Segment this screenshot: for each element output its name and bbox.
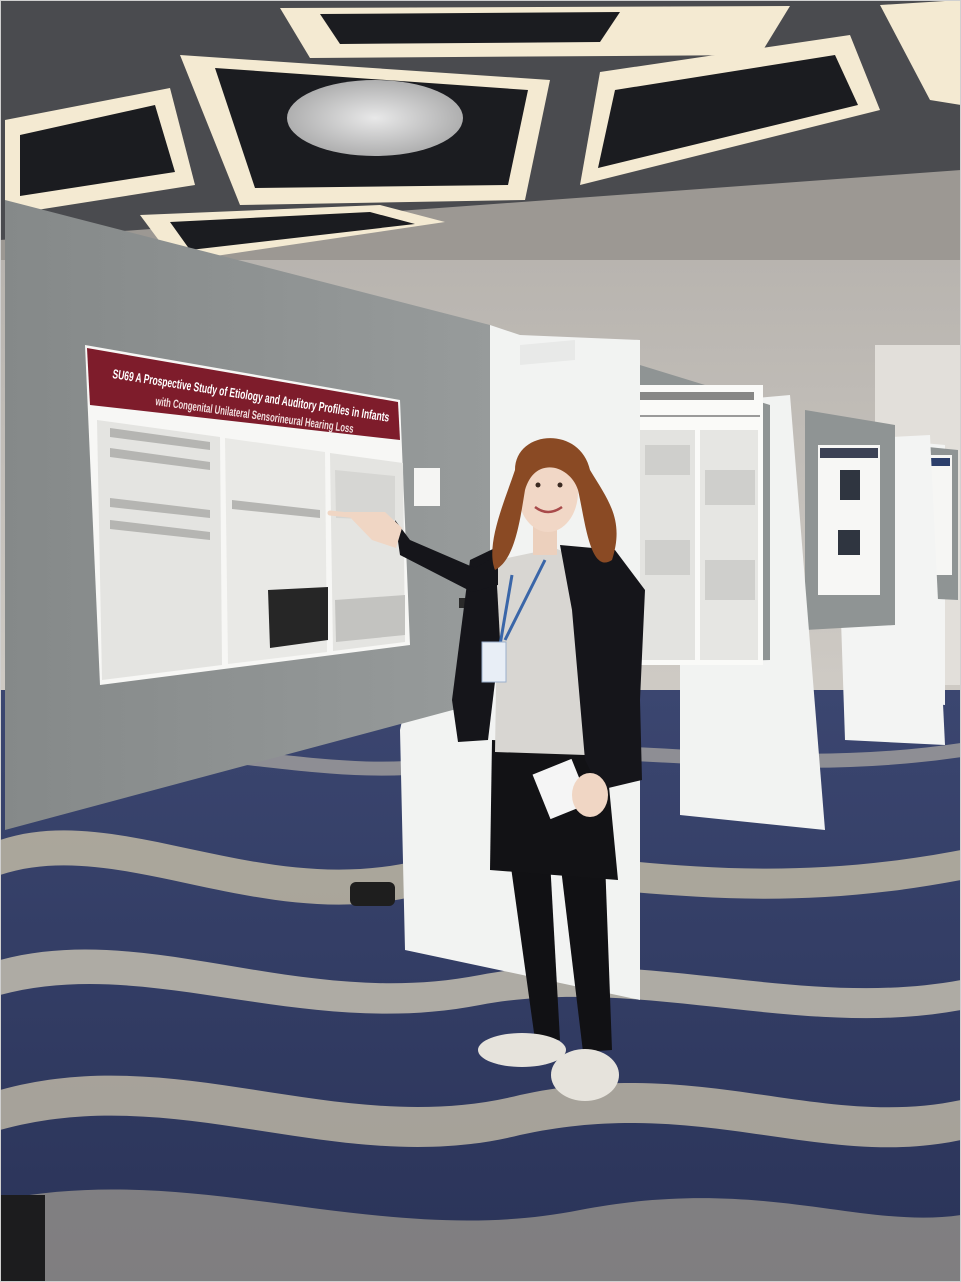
- ceiling-light-coffer: [140, 205, 445, 262]
- ceiling-light-coffer: [880, 0, 961, 105]
- ceiling-light-coffer: [580, 35, 880, 185]
- presenter-person: [327, 438, 645, 1101]
- poster-title-banner: [87, 348, 400, 440]
- left-shoe: [478, 1033, 566, 1067]
- ceiling-light-coffer: [180, 55, 550, 205]
- right-shoe: [551, 1049, 619, 1101]
- poster-third: [818, 445, 880, 595]
- pointing-arm: [395, 520, 498, 592]
- poster-body-columns: [97, 420, 405, 680]
- hand: [345, 512, 402, 548]
- chair-edge: [0, 1195, 45, 1282]
- tack-card: [414, 468, 440, 506]
- poster-main: SU69 A Prospective Study of Etiology and…: [85, 345, 410, 685]
- chandelier: [287, 80, 463, 156]
- shirt: [495, 548, 585, 755]
- board-foot: [350, 882, 395, 906]
- tights: [510, 860, 560, 1040]
- ceiling: [0, 0, 961, 320]
- hair: [492, 438, 617, 570]
- ceiling-light-coffer: [280, 6, 790, 58]
- ceiling-light-coffer: [5, 88, 195, 215]
- name-badge: [481, 641, 507, 683]
- jacket: [452, 548, 500, 742]
- lanyard: [498, 559, 547, 646]
- poster-board-third: [805, 410, 945, 745]
- pointing-finger: [327, 510, 361, 519]
